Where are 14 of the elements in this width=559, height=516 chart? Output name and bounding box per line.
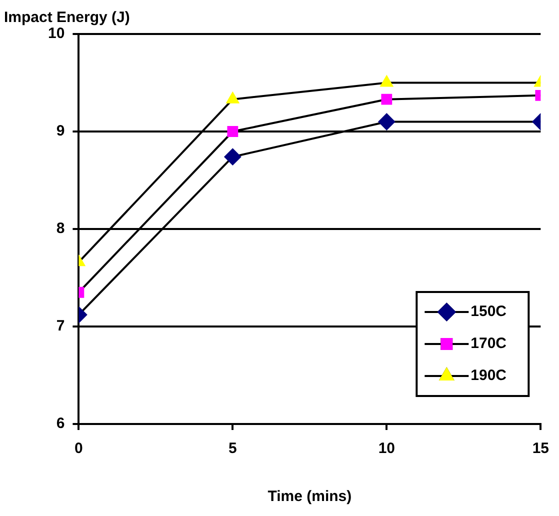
y-tick-label: 6 (56, 415, 65, 432)
y-tick-label: 8 (56, 220, 65, 238)
y-tick-label: 9 (56, 122, 65, 140)
legend-label: 170C (470, 335, 507, 352)
x-tick-label: 5 (228, 440, 237, 458)
y-tick-label: 10 (48, 25, 65, 42)
x-tick-label: 10 (378, 440, 396, 458)
y-tick-label: 7 (56, 318, 65, 335)
legend-label: 150C (470, 303, 507, 320)
y-axis-title: Impact Energy (J) (4, 9, 130, 26)
x-tick-label: 0 (74, 440, 83, 458)
x-tick-label: 15 (532, 440, 549, 458)
x-axis-title: Time (mins) (268, 488, 352, 506)
legend-label: 190C (470, 367, 507, 384)
